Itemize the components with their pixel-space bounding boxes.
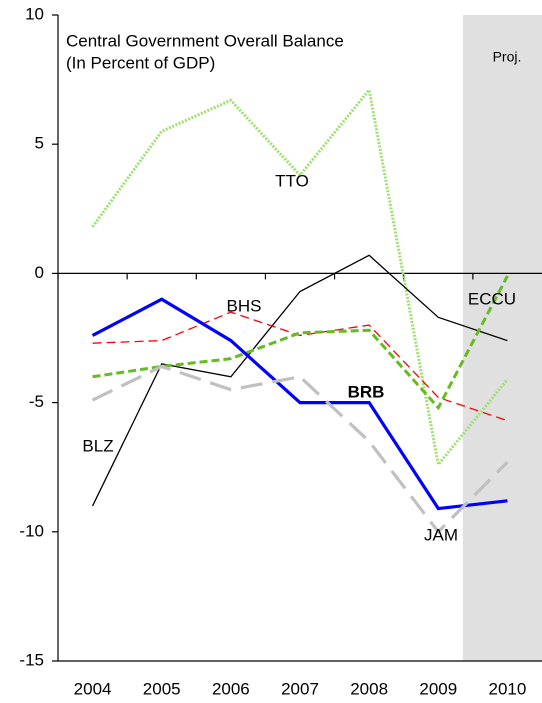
series-label: BRB	[348, 382, 385, 401]
y-tick-label: -15	[19, 650, 44, 669]
x-tick-label: 2009	[419, 679, 457, 698]
x-tick-label: 2006	[212, 679, 250, 698]
series-line	[92, 275, 509, 411]
chart-subtitle: (In Percent of GDP)	[66, 53, 215, 72]
x-tick-label: 2008	[350, 679, 388, 698]
x-tick-label: 2004	[74, 679, 112, 698]
y-tick-label: -10	[19, 521, 44, 540]
y-tick-label: 0	[35, 263, 44, 282]
series-label: TTO	[275, 171, 309, 190]
series-label: BLZ	[82, 436, 113, 455]
y-tick-label: 10	[25, 4, 44, 23]
series-line	[91, 297, 508, 511]
chart-title: Central Government Overall Balance	[66, 31, 344, 50]
x-tick-label: 2005	[143, 679, 181, 698]
series-label: JAM	[424, 525, 458, 544]
y-tick-label: -5	[29, 392, 44, 411]
series-line	[92, 311, 508, 422]
series-label: BHS	[227, 296, 262, 315]
series-label: ECCU	[468, 289, 516, 308]
y-tick-label: 5	[35, 134, 44, 153]
series-line	[91, 364, 509, 535]
series-line	[91, 86, 509, 469]
projection-label: Proj.	[493, 49, 522, 65]
projection-shade	[462, 15, 542, 661]
x-tick-label: 2010	[489, 679, 527, 698]
series-line	[91, 254, 508, 507]
x-tick-label: 2007	[281, 679, 319, 698]
